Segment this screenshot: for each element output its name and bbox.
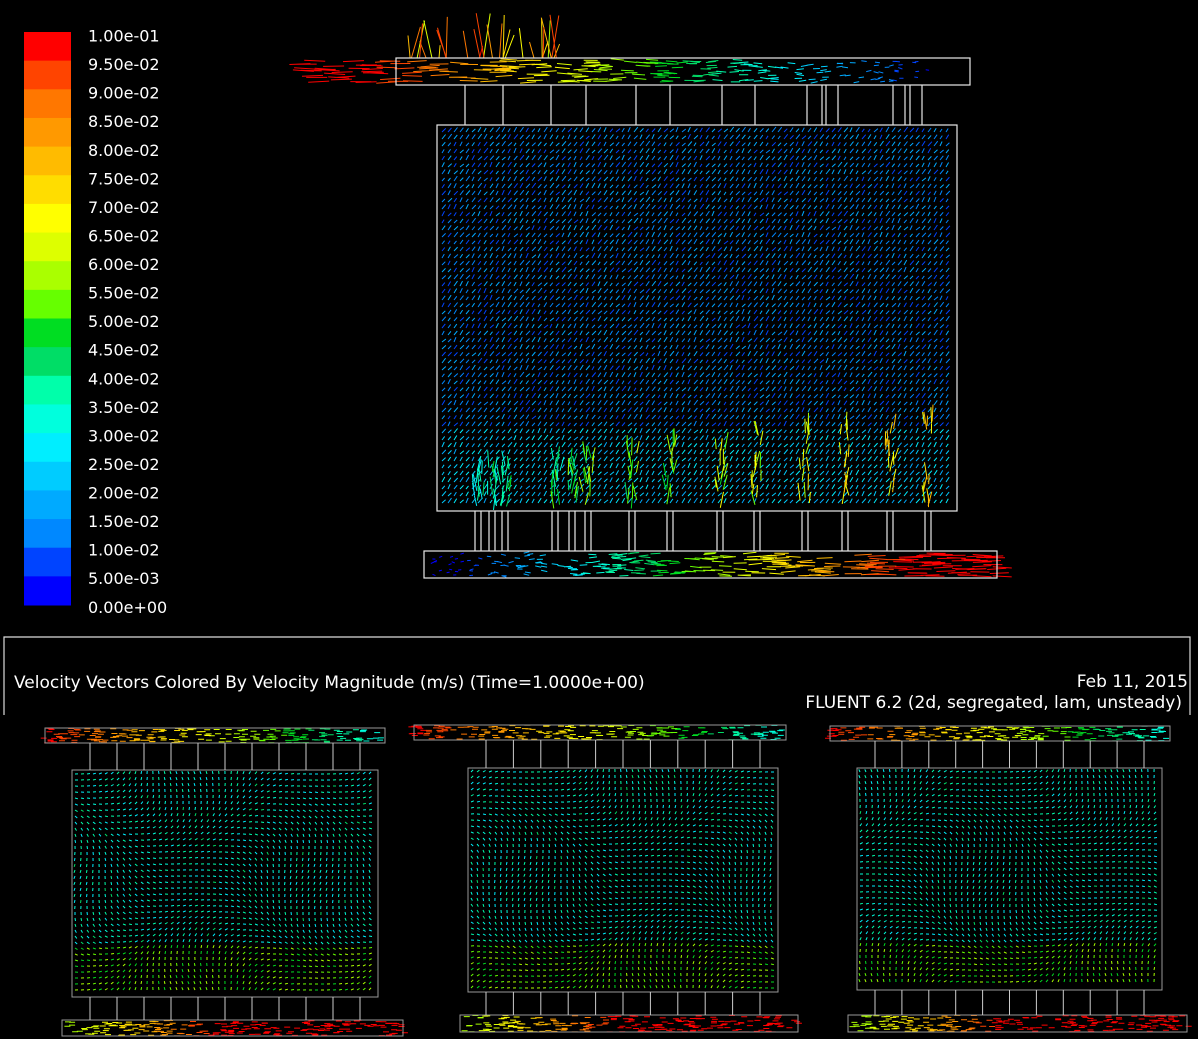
legend-band <box>24 290 71 319</box>
fluent-screenshot: 1.00e-01 9.50e-02 9.00e-02 8.50e-02 8.00e-02… <box>0 0 1198 1039</box>
legend-label: 5.00e-03 <box>88 569 160 588</box>
legend-band <box>24 576 71 605</box>
legend-band <box>24 89 71 118</box>
legend-label: 7.00e-02 <box>88 198 160 217</box>
caption-date: Feb 11, 2015 <box>1077 672 1188 692</box>
legend-band <box>24 462 71 491</box>
legend-band <box>24 147 71 176</box>
page: {"legend": { "labels": ["1.00e-01", "9.5… <box>0 0 1198 1039</box>
legend-band <box>24 319 71 348</box>
legend-label: 8.00e-02 <box>88 141 160 160</box>
legend-band <box>24 261 71 290</box>
legend-band <box>24 32 71 61</box>
legend-label: 5.50e-02 <box>88 284 160 303</box>
legend-band <box>24 519 71 548</box>
legend-label: 4.50e-02 <box>88 341 160 360</box>
legend-band <box>24 376 71 405</box>
legend-band <box>24 548 71 577</box>
legend-label: 1.50e-02 <box>88 512 160 531</box>
caption-version: FLUENT 6.2 (2d, segregated, lam, unstead… <box>805 693 1182 713</box>
legend-label: 9.00e-02 <box>88 84 160 103</box>
legend-band <box>24 204 71 233</box>
legend-label: 5.00e-02 <box>88 312 160 331</box>
legend-band <box>24 233 71 262</box>
legend-label: 4.00e-02 <box>88 369 160 388</box>
legend-band <box>24 404 71 433</box>
legend-band <box>24 347 71 376</box>
legend-label: 8.50e-02 <box>88 112 160 131</box>
legend-label: 7.50e-02 <box>88 169 160 188</box>
legend-band <box>24 61 71 90</box>
legend-label: 2.00e-02 <box>88 484 160 503</box>
legend-label: 0.00e+00 <box>88 598 167 617</box>
legend-label: 9.50e-02 <box>88 55 160 74</box>
legend-label: 3.50e-02 <box>88 398 160 417</box>
legend-label: 1.00e-02 <box>88 541 160 560</box>
background <box>0 0 1198 1039</box>
legend-label: 6.50e-02 <box>88 226 160 245</box>
legend-label: 6.00e-02 <box>88 255 160 274</box>
legend-band <box>24 118 71 147</box>
legend-band <box>24 433 71 462</box>
caption-title: Velocity Vectors Colored By Velocity Mag… <box>14 673 645 693</box>
color-legend: 1.00e-01 9.50e-02 9.00e-02 8.50e-02 8.00e-02… <box>24 27 167 617</box>
legend-label: 1.00e-01 <box>88 27 160 46</box>
legend-band <box>24 490 71 519</box>
legend-band <box>24 175 71 204</box>
legend-label: 2.50e-02 <box>88 455 160 474</box>
legend-label: 3.00e-02 <box>88 426 160 445</box>
